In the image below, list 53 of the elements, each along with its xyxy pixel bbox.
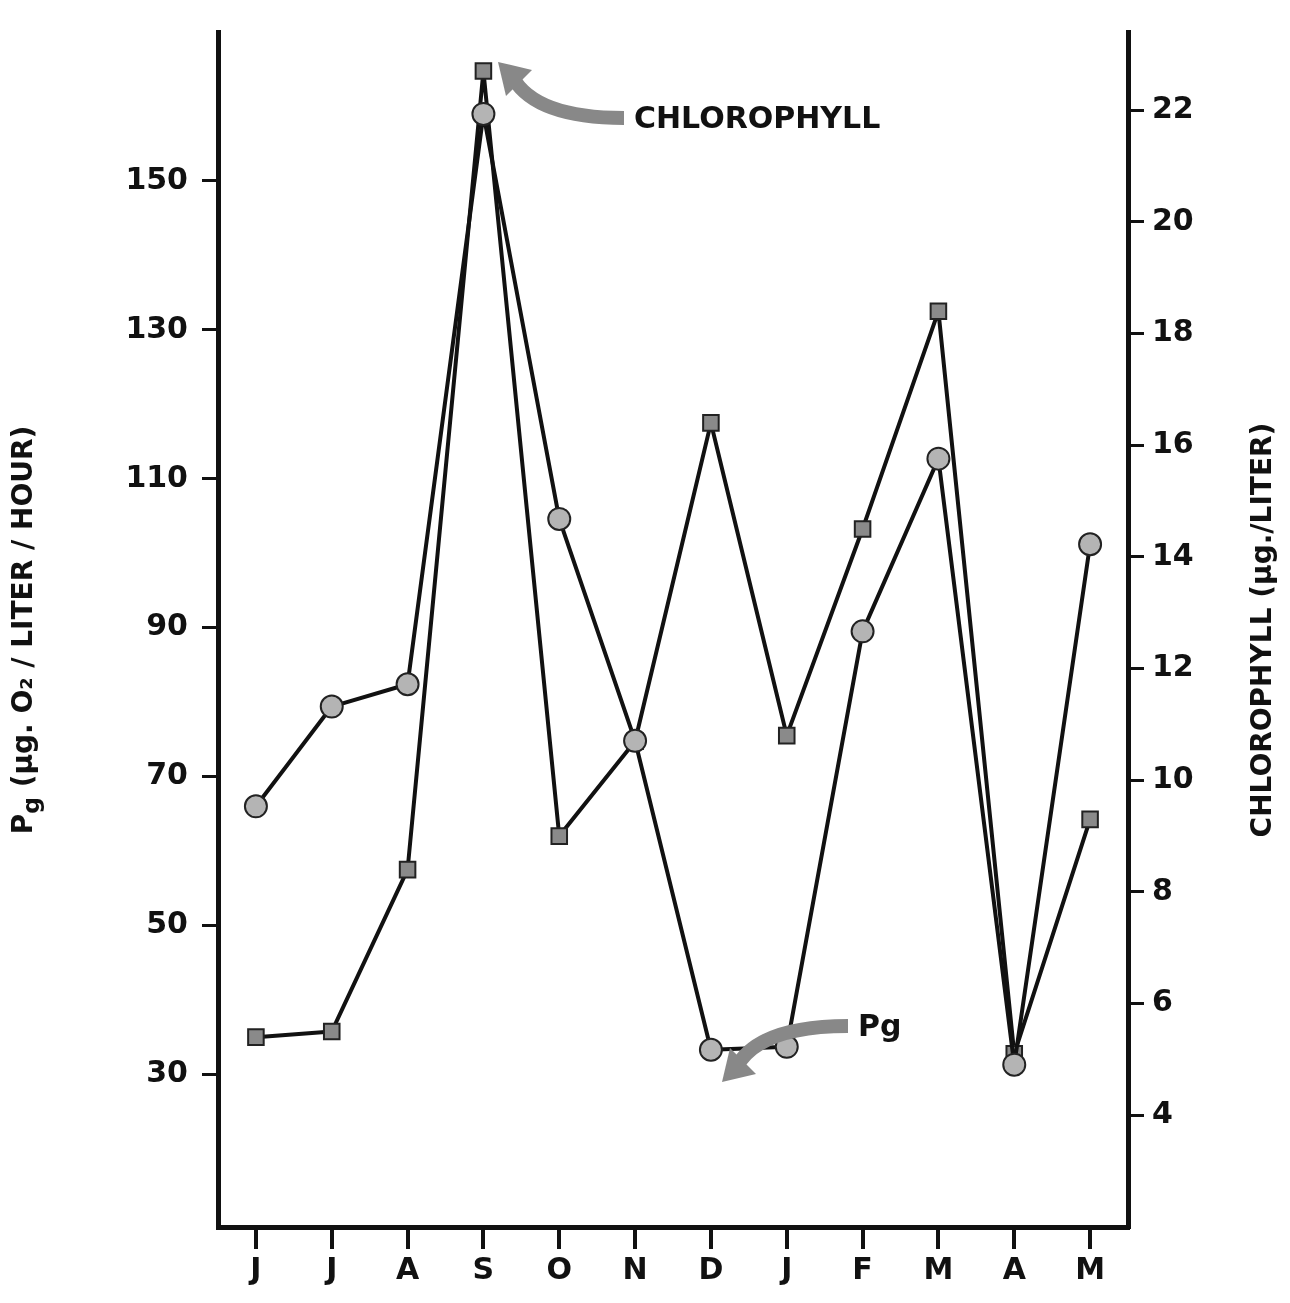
x-tick-label: J (248, 1250, 262, 1286)
y-tick-label: 110 (125, 458, 188, 494)
y-tick-label: 90 (146, 607, 188, 643)
point (1002, 1052, 1027, 1077)
x-tick-label: A (395, 1250, 420, 1286)
y2-tick-label: 10 (1152, 760, 1194, 796)
point (929, 302, 948, 320)
x-tick-label: O (546, 1250, 573, 1286)
point (547, 506, 572, 531)
y2-tick-label: 16 (1152, 425, 1194, 461)
point (623, 728, 648, 753)
y2-axis-title: CHLOROPHYLL (µg./LITER) (1245, 422, 1278, 837)
point (926, 446, 951, 471)
y2-tick-label: 20 (1152, 201, 1194, 237)
point (1078, 532, 1103, 557)
y2-tick-label: 14 (1152, 536, 1194, 572)
point (395, 672, 420, 697)
y-tick-label: 30 (146, 1054, 188, 1090)
y-tick-label: 150 (125, 160, 188, 196)
y-tick-label: 70 (146, 756, 188, 792)
point (398, 860, 417, 879)
x-tick-label: M (1075, 1250, 1106, 1286)
point (698, 1037, 723, 1062)
x-tick-label: F (852, 1250, 873, 1286)
x-tick-label: A (1002, 1250, 1027, 1286)
y-tick-label: 130 (125, 309, 188, 345)
annotation: CHLOROPHYLL (634, 100, 881, 135)
point (550, 827, 569, 845)
x-tick-label: D (698, 1250, 724, 1286)
point (853, 520, 872, 538)
point (1081, 810, 1099, 829)
x-tick-label: N (622, 1250, 648, 1286)
y2-tick-label: 22 (1152, 89, 1194, 125)
point (322, 1022, 341, 1041)
annotation: Pg (858, 1008, 902, 1043)
x-tick-label: J (779, 1250, 793, 1286)
x-tick-label: J (324, 1250, 338, 1286)
y2-tick-label: 6 (1152, 983, 1173, 1019)
point (247, 1028, 265, 1046)
point (474, 62, 493, 80)
y-tick-label: 50 (146, 905, 188, 941)
y2-tick-label: 12 (1152, 648, 1194, 684)
x-tick-label: S (472, 1250, 495, 1286)
point (319, 694, 344, 719)
y2-tick-label: 4 (1152, 1095, 1173, 1131)
x-tick-label: M (923, 1250, 954, 1286)
point (777, 726, 796, 745)
point (702, 414, 720, 432)
point (850, 619, 875, 644)
point (243, 794, 268, 819)
y2-tick-label: 18 (1152, 313, 1194, 349)
point (471, 101, 496, 126)
y2-tick-label: 8 (1152, 871, 1173, 907)
